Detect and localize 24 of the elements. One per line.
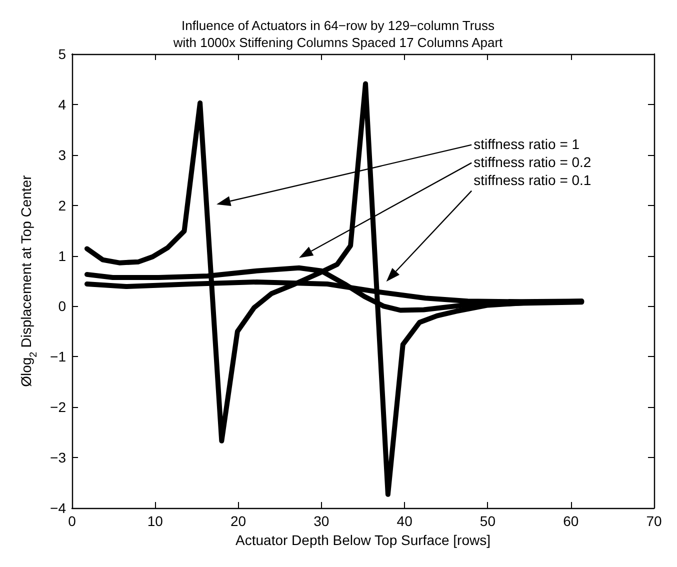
y-tick-label: 4	[58, 96, 66, 112]
x-tick-label: 30	[314, 513, 330, 529]
x-tick-label: 60	[563, 513, 579, 529]
y-axis-title: Ølog2 Displacement at Top Center	[18, 174, 40, 387]
x-tick-label: 40	[396, 513, 413, 529]
x-tick-label: 70	[646, 513, 662, 529]
x-axis-title: Actuator Depth Below Top Surface [rows]	[236, 532, 490, 548]
x-tick-label: 50	[480, 513, 496, 529]
x-tick-label: 20	[230, 513, 246, 529]
y-tick-label: 1	[58, 248, 66, 264]
x-tick-label: 0	[68, 513, 76, 529]
y-tick-label: −1	[50, 348, 66, 365]
y-tick-label: 3	[58, 146, 66, 163]
y-tick-label: −4	[50, 500, 66, 516]
y-tick-label: 2	[58, 197, 66, 214]
chart-title: Influence of Actuators in 64−row by 129−column Truss with 1000x Stiffening Columns Spaced 17 Columns Apart	[172, 18, 504, 50]
annotation: stiffness ratio = 0.2	[474, 154, 592, 170]
x-tick-label: 10	[147, 513, 164, 529]
y-tick-label: 5	[58, 46, 66, 62]
y-tick-label: −3	[50, 450, 66, 466]
annotation: stiffness ratio = 1	[474, 136, 580, 152]
annotation: stiffness ratio = 0.1	[474, 172, 592, 188]
y-tick-label: −2	[50, 399, 66, 416]
y-tick-label: 0	[58, 298, 66, 314]
